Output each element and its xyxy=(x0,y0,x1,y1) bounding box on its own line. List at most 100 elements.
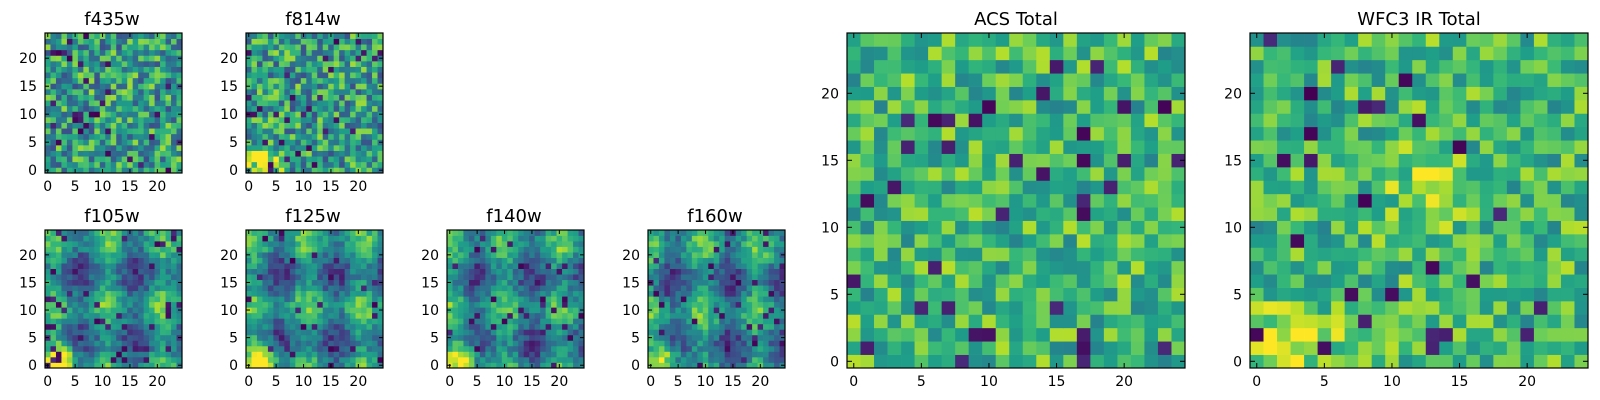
heatmap-cell xyxy=(501,301,508,308)
heatmap-cell xyxy=(1412,180,1427,195)
heatmap-cell xyxy=(311,241,318,247)
heatmap-cell xyxy=(496,312,503,319)
heatmap-cell xyxy=(474,241,481,247)
heatmap-cell xyxy=(1479,220,1494,235)
heatmap-cell xyxy=(121,105,128,112)
heatmap-cell xyxy=(262,362,269,369)
heatmap-cell xyxy=(295,334,302,341)
heatmap-cell xyxy=(377,268,384,275)
heatmap-cell xyxy=(1344,180,1359,195)
heatmap-cell xyxy=(372,133,378,140)
heatmap-cell xyxy=(1452,274,1467,288)
heatmap-cell xyxy=(1144,234,1159,248)
heatmap-cell xyxy=(713,257,720,264)
heatmap-cell xyxy=(88,167,95,174)
heatmap-cell xyxy=(94,279,101,286)
heatmap-cell xyxy=(273,246,280,253)
y-tick-label: 0 xyxy=(28,163,37,179)
heatmap-cell xyxy=(1117,354,1132,369)
heatmap-cell xyxy=(658,279,665,286)
heatmap-cell xyxy=(1117,167,1132,181)
heatmap-cell xyxy=(1009,86,1024,101)
heatmap-cell xyxy=(99,318,106,325)
heatmap-cell xyxy=(523,246,530,253)
heatmap-cell xyxy=(66,105,73,112)
heatmap-cell xyxy=(171,301,177,308)
heatmap-cell xyxy=(512,263,519,269)
heatmap-cell xyxy=(284,279,291,286)
heatmap-cell xyxy=(1277,314,1291,329)
x-tick-label: 20 xyxy=(751,374,769,390)
heatmap-cell xyxy=(887,234,902,248)
heatmap-cell xyxy=(317,230,324,236)
heatmap-cell xyxy=(328,345,335,352)
heatmap-cell xyxy=(171,122,177,129)
heatmap-cell xyxy=(273,356,280,363)
heatmap-cell xyxy=(328,356,335,363)
heatmap-cell xyxy=(165,362,172,369)
heatmap-cell xyxy=(289,111,296,118)
heatmap-cell xyxy=(127,246,134,253)
heatmap-cell xyxy=(45,89,51,95)
heatmap-cell xyxy=(50,268,57,275)
heatmap-cell xyxy=(55,274,62,281)
heatmap-cell xyxy=(143,49,150,56)
heatmap-cell xyxy=(61,139,68,146)
heatmap-cell xyxy=(658,329,665,336)
heatmap-cell xyxy=(887,46,902,61)
heatmap-cell xyxy=(735,235,742,242)
heatmap-cell xyxy=(66,77,73,84)
heatmap-cell xyxy=(507,362,514,369)
heatmap-cell xyxy=(278,285,285,292)
heatmap-cell xyxy=(88,94,95,101)
heatmap-cell xyxy=(66,61,73,67)
heatmap-cell xyxy=(1331,314,1345,329)
heatmap-cell xyxy=(680,329,687,336)
heatmap-cell xyxy=(328,61,335,67)
heatmap-cell xyxy=(311,351,318,358)
heatmap-cell xyxy=(88,230,95,236)
heatmap-cell xyxy=(300,100,307,107)
heatmap-cell xyxy=(512,340,519,347)
heatmap-cell xyxy=(278,246,285,253)
heatmap-cell xyxy=(143,230,150,236)
heatmap-cell xyxy=(669,301,676,308)
heatmap-cell xyxy=(1144,327,1159,342)
heatmap-cell xyxy=(295,161,302,168)
heatmap-cell xyxy=(874,234,888,248)
heatmap-cell xyxy=(256,252,263,258)
heatmap-cell xyxy=(1144,287,1159,302)
heatmap-cell xyxy=(143,156,150,163)
heatmap-cell xyxy=(143,145,150,151)
heatmap-cell xyxy=(1103,46,1118,61)
heatmap-cell xyxy=(273,334,280,341)
heatmap-cell xyxy=(874,167,888,181)
heatmap-cell xyxy=(545,285,552,292)
heatmap-cell xyxy=(278,340,285,347)
heatmap-cell xyxy=(779,318,786,325)
panel-title-f814w: f814w xyxy=(285,9,340,30)
heatmap-cell xyxy=(61,290,68,297)
heatmap-cell xyxy=(66,252,73,258)
heatmap-cell xyxy=(251,329,258,336)
heatmap-cell xyxy=(154,49,161,56)
heatmap-cell xyxy=(372,345,378,352)
heatmap-cell xyxy=(1371,274,1386,288)
heatmap-cell xyxy=(328,156,335,163)
heatmap-cell xyxy=(149,279,155,286)
heatmap-cell xyxy=(121,290,128,297)
heatmap-cell xyxy=(165,263,172,269)
heatmap-cell xyxy=(658,356,665,363)
heatmap-cell xyxy=(1117,33,1132,47)
heatmap-cell xyxy=(485,356,492,363)
heatmap-cell xyxy=(724,307,731,314)
heatmap-cell xyxy=(66,89,73,95)
heatmap-cell xyxy=(256,72,263,79)
heatmap-cell xyxy=(377,150,384,157)
heatmap-cell xyxy=(1036,113,1051,128)
heatmap-cell xyxy=(132,252,139,258)
heatmap-cell xyxy=(1171,140,1186,154)
heatmap-cell xyxy=(273,94,280,101)
heatmap-cell xyxy=(295,329,302,336)
heatmap-cell xyxy=(366,49,373,56)
